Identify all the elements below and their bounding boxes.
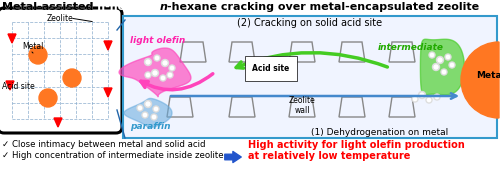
- Circle shape: [156, 56, 158, 60]
- Circle shape: [430, 53, 434, 57]
- Circle shape: [63, 69, 81, 87]
- Circle shape: [142, 112, 148, 118]
- Polygon shape: [104, 88, 112, 97]
- Polygon shape: [54, 118, 62, 127]
- Text: Acid site: Acid site: [2, 82, 35, 91]
- Circle shape: [146, 60, 150, 64]
- Circle shape: [152, 115, 156, 119]
- Text: intermediate: intermediate: [378, 43, 444, 52]
- Circle shape: [432, 64, 440, 70]
- Circle shape: [153, 71, 157, 75]
- Circle shape: [153, 106, 159, 112]
- Circle shape: [162, 76, 164, 80]
- Text: (1) Dehydrogenation on metal: (1) Dehydrogenation on metal: [312, 128, 448, 137]
- Circle shape: [169, 65, 175, 71]
- Circle shape: [138, 106, 141, 110]
- Text: Metal-assisted: Metal-assisted: [2, 2, 97, 12]
- Text: paraffin: paraffin: [130, 122, 170, 131]
- Circle shape: [436, 56, 444, 64]
- Circle shape: [441, 69, 447, 75]
- Circle shape: [449, 62, 455, 68]
- Polygon shape: [272, 74, 278, 80]
- Circle shape: [426, 97, 432, 103]
- Circle shape: [168, 73, 172, 77]
- Text: ✓ High concentration of intermediate inside zeolite: ✓ High concentration of intermediate ins…: [2, 151, 224, 160]
- Polygon shape: [420, 39, 465, 95]
- Circle shape: [144, 100, 152, 108]
- Circle shape: [137, 105, 143, 111]
- Circle shape: [445, 54, 451, 60]
- Text: at relatively low temperature: at relatively low temperature: [248, 151, 410, 161]
- Polygon shape: [119, 48, 191, 97]
- Polygon shape: [8, 34, 16, 43]
- Circle shape: [144, 113, 146, 117]
- Text: Metal: Metal: [22, 42, 44, 51]
- Circle shape: [412, 96, 418, 102]
- Circle shape: [146, 102, 150, 106]
- Text: light olefin: light olefin: [130, 36, 185, 45]
- Circle shape: [167, 72, 173, 78]
- Text: Metal: Metal: [476, 70, 500, 80]
- FancyBboxPatch shape: [123, 16, 497, 138]
- Circle shape: [450, 63, 454, 67]
- Circle shape: [446, 55, 450, 59]
- Text: Metal-assisted n: Metal-assisted n: [2, 2, 105, 12]
- Text: Zeolite
wall: Zeolite wall: [288, 96, 316, 115]
- Circle shape: [442, 70, 446, 74]
- Text: (2) Cracking on solid acid site: (2) Cracking on solid acid site: [238, 18, 382, 28]
- Circle shape: [170, 66, 173, 70]
- Text: n: n: [160, 2, 167, 12]
- Circle shape: [414, 97, 416, 101]
- Text: n: n: [160, 2, 167, 12]
- Circle shape: [418, 92, 426, 98]
- Circle shape: [29, 46, 47, 64]
- Circle shape: [39, 89, 57, 107]
- Polygon shape: [104, 41, 112, 50]
- Circle shape: [428, 98, 430, 102]
- Circle shape: [146, 73, 150, 77]
- Text: Zeolite: Zeolite: [46, 14, 74, 23]
- Circle shape: [162, 60, 168, 66]
- Circle shape: [438, 58, 442, 62]
- Circle shape: [420, 93, 424, 97]
- Circle shape: [154, 55, 160, 61]
- Circle shape: [154, 107, 158, 111]
- Text: Metal-assisted n-hexane cracking over metal-encapsulated zeolite: Metal-assisted n-hexane cracking over me…: [2, 2, 417, 12]
- Circle shape: [151, 114, 157, 120]
- Text: -hexane cracking over metal-encapsulated zeolite: -hexane cracking over metal-encapsulated…: [167, 2, 480, 12]
- Circle shape: [152, 70, 158, 76]
- FancyArrowPatch shape: [225, 151, 241, 163]
- Circle shape: [160, 75, 166, 81]
- Text: Metal-assisted: Metal-assisted: [2, 2, 97, 12]
- Circle shape: [429, 52, 435, 58]
- Polygon shape: [124, 98, 172, 128]
- Wedge shape: [461, 42, 499, 118]
- Circle shape: [145, 72, 151, 78]
- Circle shape: [434, 94, 440, 100]
- Circle shape: [436, 95, 438, 99]
- FancyBboxPatch shape: [0, 8, 122, 133]
- Text: ✓ Close intimacy between metal and solid acid: ✓ Close intimacy between metal and solid…: [2, 140, 206, 149]
- Polygon shape: [6, 81, 14, 90]
- Circle shape: [163, 61, 167, 65]
- Circle shape: [434, 65, 438, 69]
- Text: Acid site: Acid site: [252, 64, 290, 73]
- Text: High activity for light olefin production: High activity for light olefin productio…: [248, 140, 465, 150]
- Circle shape: [144, 58, 152, 66]
